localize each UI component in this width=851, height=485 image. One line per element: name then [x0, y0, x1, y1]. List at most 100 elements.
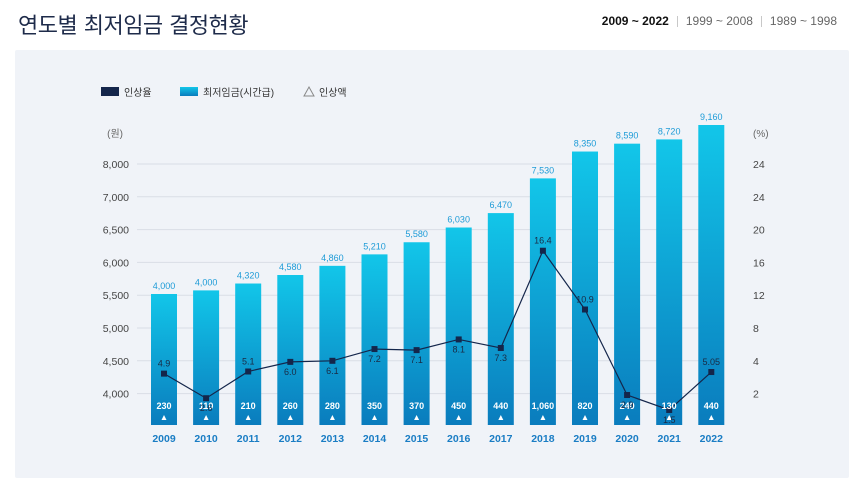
triangle-icon: [708, 415, 714, 420]
x-tick-label: 2021: [658, 433, 682, 445]
increase-value-label: 350: [367, 401, 382, 411]
triangle-icon: [624, 415, 630, 420]
triangle-icon: [329, 415, 335, 420]
y-right-tick-label: 8: [753, 323, 759, 335]
rate-value-label: 2.6: [200, 403, 213, 413]
rate-value-label: 8.1: [452, 344, 465, 354]
increase-value-label: 440: [493, 401, 508, 411]
rate-point: [666, 406, 673, 413]
chart-legend: 인상율 최저임금(시간급) 인상액: [101, 85, 347, 99]
increase-value-label: 1,060: [532, 401, 555, 411]
wage-value-label: 5,210: [363, 241, 386, 251]
wage-bar: [277, 275, 304, 425]
wage-bar: [193, 290, 220, 425]
x-tick-label: 2011: [237, 433, 260, 445]
x-tick-label: 2010: [194, 433, 218, 445]
wage-bar: [151, 293, 177, 425]
y-left-unit: (원): [107, 128, 123, 140]
increase-value-label: 260: [283, 401, 298, 411]
wage-bar: [319, 265, 346, 425]
wage-value-label: 6,470: [490, 200, 513, 210]
y-right-unit: (%): [753, 129, 769, 140]
wage-value-label: 4,860: [321, 253, 344, 263]
rate-value-label: 6.0: [284, 367, 297, 377]
wage-bar: [361, 254, 388, 425]
x-tick-label: 2019: [573, 433, 597, 445]
period-tabs: 2009 ~ 2022 1999 ~ 2008 1989 ~ 1998: [594, 14, 845, 28]
y-left-tick-label: 4,000: [103, 389, 129, 401]
rate-value-label: 7.1: [410, 355, 423, 365]
y-right-tick-label: 20: [753, 225, 765, 237]
tab-1989-1998[interactable]: 1989 ~ 1998: [769, 14, 837, 28]
triangle-icon: [414, 415, 420, 420]
y-right-tick-label: 4: [753, 356, 759, 368]
x-tick-label: 2014: [363, 433, 387, 445]
increase-value-label: 280: [325, 401, 340, 411]
x-tick-label: 2018: [531, 433, 555, 445]
data-labels: 4,000 230 4,000 110 4,320 210 4,580 260 4,860 280…: [153, 112, 723, 425]
rate-point: [329, 357, 336, 364]
y-left-tick-label: 5,500: [103, 290, 129, 302]
x-tick-label: 2012: [279, 433, 303, 445]
tab-1999-2008[interactable]: 1999 ~ 2008: [685, 14, 753, 28]
rate-line: [161, 247, 715, 413]
legend-wage-label: 최저임금(시간급): [203, 86, 274, 99]
increase-value-label: 110: [199, 401, 214, 411]
wage-value-label: 4,580: [279, 262, 302, 272]
y-right-tick-label: 12: [753, 290, 765, 302]
wage-bar: [235, 283, 262, 425]
triangle-icon: [161, 415, 167, 420]
rate-value-label: 10.9: [576, 295, 594, 305]
rate-value-label: 5.05: [703, 357, 721, 367]
triangle-icon: [303, 85, 315, 97]
x-tick-label: 2009: [152, 433, 176, 445]
increase-value-label: 240: [620, 401, 635, 411]
rate-point: [497, 344, 504, 351]
increase-value-label: 210: [241, 401, 256, 411]
wage-value-label: 6,030: [447, 215, 470, 225]
triangle-icon: [666, 415, 672, 420]
increase-value-label: 440: [704, 401, 719, 411]
wage-value-label: 4,000: [153, 281, 176, 291]
y-left-tick-label: 6,500: [103, 225, 129, 237]
triangle-icon: [372, 415, 377, 420]
legend-wage-swatch: [180, 87, 198, 96]
triangle-icon: [203, 415, 209, 420]
increase-value-label: 820: [577, 401, 592, 411]
rate-point: [582, 306, 588, 313]
wage-bar: [445, 227, 472, 425]
wage-value-label: 7,530: [532, 165, 555, 175]
x-tick-label: 2017: [489, 433, 513, 445]
wage-bar: [403, 242, 430, 425]
increase-value-label: 370: [409, 401, 424, 411]
wage-value-label: 8,350: [574, 139, 597, 149]
x-tick-label: 2016: [447, 433, 471, 445]
wage-bars: [151, 125, 725, 426]
wage-value-label: 4,000: [195, 277, 218, 287]
rate-value-label: 1.5: [663, 415, 676, 425]
y-left-tick-label: 5,000: [103, 323, 129, 335]
increase-value-label: 130: [662, 401, 677, 411]
wage-value-label: 5,580: [405, 229, 428, 239]
rate-value-label: 7.3: [495, 353, 508, 363]
y-left-tick-label: 6,000: [103, 257, 129, 269]
rate-point: [624, 392, 631, 399]
y-right-tick-label: 2: [753, 389, 759, 401]
increase-value-label: 450: [451, 401, 466, 411]
wage-chart: 인상율 최저임금(시간급) 인상액 (원) (%)8,000 247,000 246,50…: [101, 85, 769, 445]
page-title: 연도별 최저임금 결정현황: [18, 14, 249, 39]
rate-point: [455, 336, 462, 343]
wage-bar: [614, 143, 641, 425]
x-tick-label: 2022: [700, 433, 724, 445]
wage-bar: [529, 178, 556, 425]
tab-2009-2022[interactable]: 2009 ~ 2022: [601, 14, 669, 28]
rate-value-label: 6.1: [326, 366, 339, 376]
axes: (원) (%)8,000 247,000 246,500 206,000 165,500 1…: [103, 128, 769, 445]
rate-value-label: 2.9: [621, 400, 634, 410]
chart-panel: 인상율 최저임금(시간급) 인상액 (원) (%) 8,000 24 7,000 24 6,50…: [15, 50, 849, 478]
tab-divider: [676, 15, 678, 27]
y-left-tick-label: 7,000: [103, 192, 129, 204]
triangle-icon: [582, 415, 588, 420]
legend-increase-label: 인상액: [319, 87, 347, 99]
y-left-tick-label: 8,000: [103, 159, 129, 171]
